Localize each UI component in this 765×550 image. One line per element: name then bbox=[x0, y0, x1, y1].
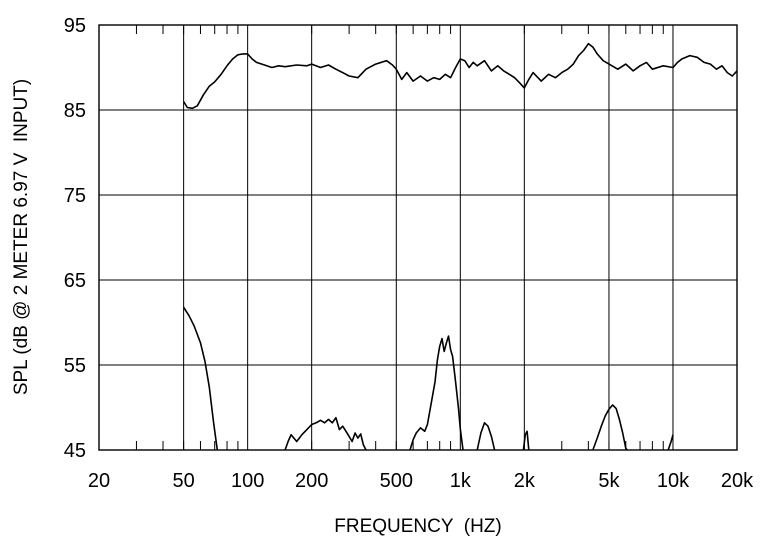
x-tick-label: 50 bbox=[173, 470, 195, 492]
y-tick-label: 55 bbox=[64, 355, 86, 377]
lower-curve-segment bbox=[592, 404, 628, 451]
lower-curve-segment bbox=[284, 416, 367, 451]
x-tick-label: 1k bbox=[450, 470, 472, 492]
x-tick-label: 100 bbox=[231, 470, 264, 492]
y-tick-labels: 45 55 65 75 85 95 bbox=[64, 15, 86, 462]
y-tick-label: 65 bbox=[64, 270, 86, 292]
x-tick-label: 10k bbox=[657, 470, 690, 492]
x-tick-label: 20 bbox=[88, 470, 110, 492]
y-tick-label: 75 bbox=[64, 185, 86, 207]
x-tick-label: 2k bbox=[514, 470, 536, 492]
y-tick-label: 85 bbox=[64, 100, 86, 122]
minor-tick-layer bbox=[135, 25, 664, 450]
lower-curve-segment bbox=[182, 306, 219, 451]
y-tick-label: 45 bbox=[64, 440, 86, 462]
x-tick-label: 200 bbox=[295, 470, 328, 492]
plot-frame bbox=[98, 24, 738, 451]
x-axis-title: FREQUENCY (HZ) bbox=[334, 516, 501, 537]
y-axis-title: SPL (dB @ 2 METER 6.97 V INPUT) bbox=[11, 79, 32, 395]
x-tick-label: 500 bbox=[380, 470, 413, 492]
x-tick-label: 20k bbox=[721, 470, 754, 492]
response-curve bbox=[182, 42, 738, 110]
lower-curve-segment bbox=[476, 422, 496, 451]
lower-curve-segment bbox=[409, 335, 464, 451]
x-tick-label: 5k bbox=[598, 470, 620, 492]
y-tick-label: 95 bbox=[64, 15, 86, 37]
lower-curve-segment bbox=[522, 430, 530, 451]
lower-curve-segment bbox=[667, 434, 674, 451]
x-tick-labels: 20 50 100 200 500 1k 2k 5k 10k 20k bbox=[88, 470, 754, 492]
grid-layer bbox=[98, 24, 738, 451]
series-layer bbox=[182, 42, 738, 451]
